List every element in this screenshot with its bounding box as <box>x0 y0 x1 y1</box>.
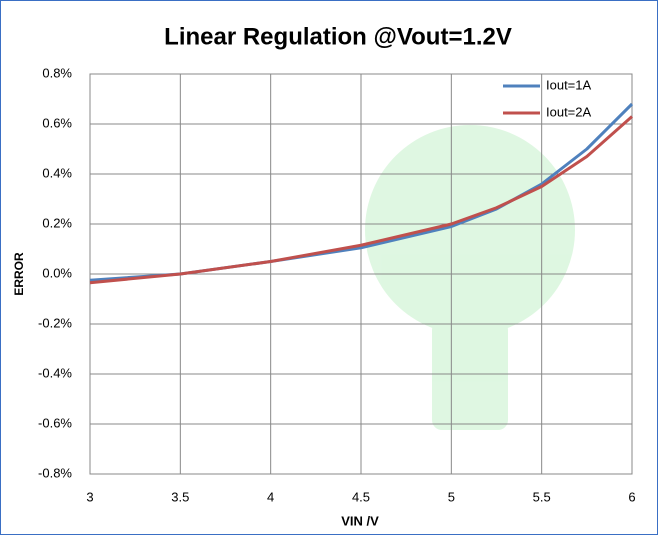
y-tick-label: -0.6% <box>38 415 72 430</box>
plot-border <box>89 73 633 475</box>
x-tick-label: 3 <box>86 489 93 504</box>
y-tick-label: 0.4% <box>42 165 72 180</box>
y-tick-label: -0.2% <box>38 315 72 330</box>
y-tick-label: 0.6% <box>42 115 72 130</box>
x-tick-label: 3.5 <box>171 489 189 504</box>
y-axis-label: ERROR <box>12 252 26 296</box>
x-tick-label: 4 <box>267 489 274 504</box>
x-tick-label: 4.5 <box>352 489 370 504</box>
y-tick-label: 0.2% <box>42 215 72 230</box>
y-tick-label: 0.8% <box>42 65 72 80</box>
y-tick-label: 0.0% <box>42 265 72 280</box>
legend-label: Iout=1A <box>546 77 592 92</box>
legend-label: Iout=2A <box>546 104 592 119</box>
series-line <box>89 115 633 285</box>
x-tick-label: 5 <box>448 489 455 504</box>
chart-title: Linear Regulation @Vout=1.2V <box>164 23 512 50</box>
y-tick-label: -0.8% <box>38 465 72 480</box>
y-tick-label: -0.4% <box>38 365 72 380</box>
x-tick-label: 5.5 <box>533 489 551 504</box>
x-tick-label: 6 <box>628 489 635 504</box>
x-axis-label: VIN /V <box>341 513 379 528</box>
